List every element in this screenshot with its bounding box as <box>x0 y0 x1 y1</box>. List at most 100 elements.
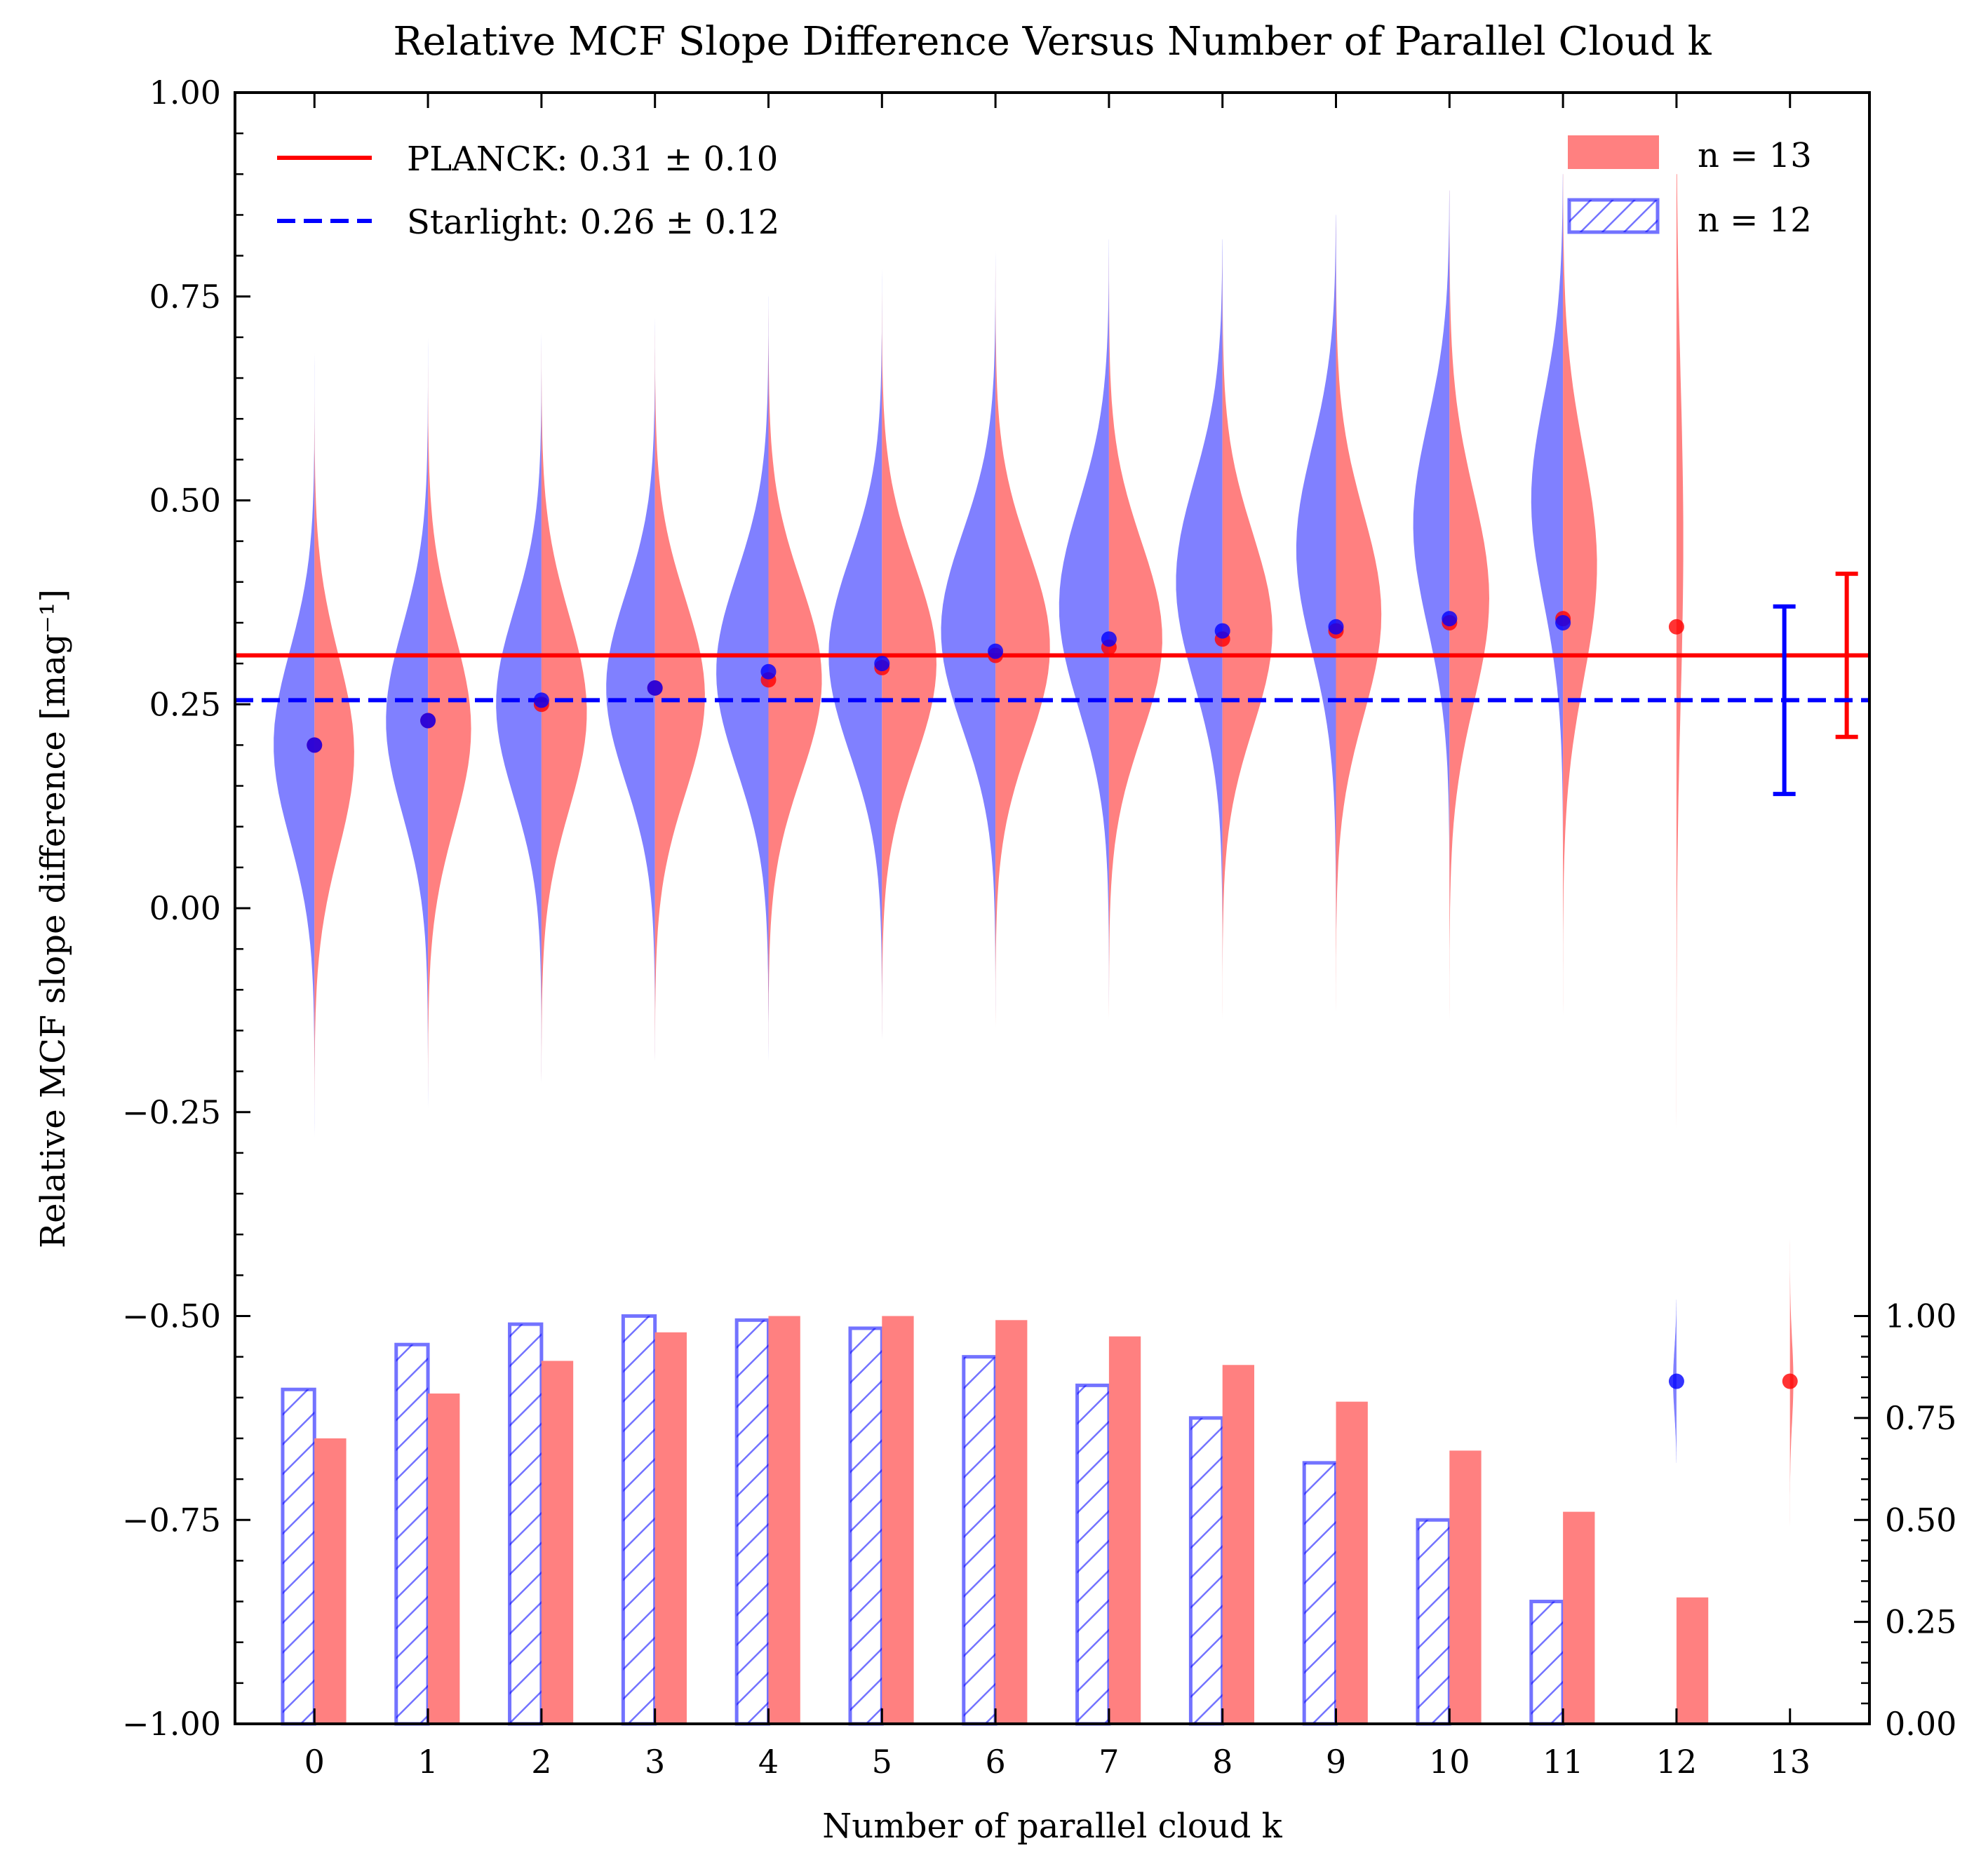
legend-n12-swatch <box>1567 198 1660 234</box>
hist-bar-n12-k10 <box>1416 1518 1451 1726</box>
x-tick-label: 5 <box>872 1743 892 1781</box>
y-tick-label: −0.50 <box>122 1297 221 1335</box>
hist-bar-n12-k3 <box>621 1314 657 1726</box>
y-tick-label: 1.00 <box>149 74 221 112</box>
violin-left-k1 <box>386 215 429 1194</box>
median-markers-layer <box>307 611 1798 1389</box>
violin-layer <box>274 174 1794 1642</box>
reference-lines-layer <box>235 572 1869 797</box>
median-marker-left-k4 <box>760 663 777 680</box>
median-marker-left-k3 <box>647 680 663 696</box>
violin-left-k4 <box>716 296 769 1072</box>
violin-left-k3 <box>606 296 655 1112</box>
legend-n13-swatch <box>1568 135 1659 169</box>
median-marker-left-k0 <box>307 737 323 753</box>
chart-title: Relative MCF Slope Difference Versus Num… <box>393 19 1712 65</box>
violin-right-k12 <box>1676 174 1684 1642</box>
hist-bar-n12-k6 <box>962 1355 998 1726</box>
x-tick-label: 8 <box>1212 1743 1233 1781</box>
x-tick-label: 3 <box>645 1743 665 1781</box>
hist-bar-n13-k5 <box>882 1316 914 1724</box>
y-tick-label: −0.75 <box>122 1501 221 1539</box>
violin-right-k11 <box>1563 174 1597 1316</box>
legend: PLANCK: 0.31 ± 0.10 Starlight: 0.26 ± 0.1… <box>277 135 1812 242</box>
legend-n13-label: n = 13 <box>1698 136 1812 175</box>
x-tick-label: 13 <box>1769 1743 1811 1781</box>
y-right-tick-label: 0.25 <box>1885 1603 1956 1641</box>
y-right-tick-label: 1.00 <box>1885 1297 1956 1335</box>
median-marker-left-k1 <box>420 713 436 729</box>
y-tick-label: −1.00 <box>122 1705 221 1743</box>
hist-bar-n13-k3 <box>654 1332 687 1724</box>
x-tick-label: 11 <box>1543 1743 1584 1781</box>
violin-right-k4 <box>768 296 822 1072</box>
hist-bar-n12-k8 <box>1188 1416 1225 1726</box>
violin-right-k1 <box>428 215 471 1194</box>
violin-left-k11 <box>1531 174 1564 1316</box>
median-marker-left-k2 <box>533 692 549 708</box>
legend-n12-label: n = 12 <box>1698 201 1812 240</box>
median-marker-left-k6 <box>988 643 1004 659</box>
violin-right-k5 <box>882 215 936 1072</box>
hist-bar-n12-k5 <box>848 1326 884 1726</box>
hist-bar-n13-k9 <box>1336 1401 1368 1724</box>
hist-bar-n12-k7 <box>1075 1383 1111 1726</box>
hist-bar-n13-k6 <box>995 1320 1028 1724</box>
violin-left-k10 <box>1413 190 1450 1316</box>
chart-title-main: Relative MCF Slope Difference Versus Num… <box>393 19 1712 65</box>
hist-bar-n13-k1 <box>428 1393 460 1724</box>
legend-planck-label: PLANCK: 0.31 ± 0.10 <box>407 140 778 179</box>
hist-bar-n13-k7 <box>1108 1336 1141 1724</box>
axes-layer: 1.00 0.75 0.50 0.25 0.00 −0.25 −0.50 −0.75 −1.00… <box>122 74 1956 1781</box>
hist-bar-n13-k4 <box>768 1316 800 1724</box>
violin-left-k8 <box>1176 239 1223 1316</box>
y-right-tick-label: 0.50 <box>1885 1501 1956 1539</box>
median-marker-left-k12 <box>1668 1373 1684 1389</box>
median-marker-left-k8 <box>1214 623 1230 639</box>
x-tick-label: 1 <box>417 1743 438 1781</box>
x-tick-label: 9 <box>1326 1743 1346 1781</box>
hist-bar-n12-k2 <box>508 1322 544 1726</box>
hist-bar-n13-k0 <box>314 1438 347 1724</box>
violin-left-k7 <box>1059 239 1109 1316</box>
median-marker-left-k11 <box>1555 614 1571 630</box>
y-right-tick-label: 0.75 <box>1885 1399 1956 1437</box>
hist-bar-n13-k10 <box>1449 1450 1482 1724</box>
hist-bar-n12-k9 <box>1302 1461 1338 1726</box>
violin-right-k6 <box>995 239 1050 1153</box>
median-marker-left-k7 <box>1101 631 1117 647</box>
median-marker-right-k13 <box>1782 1373 1798 1389</box>
x-axis-title: Number of parallel cloud k <box>822 1807 1282 1846</box>
median-marker-right-k12 <box>1668 619 1684 635</box>
x-tick-label: 2 <box>531 1743 551 1781</box>
x-tick-label: 12 <box>1656 1743 1698 1781</box>
hist-bar-n13-k11 <box>1563 1511 1595 1724</box>
violin-right-k7 <box>1108 239 1162 1316</box>
hist-bar-n12-k1 <box>394 1342 430 1726</box>
violin-left-k6 <box>941 239 996 1153</box>
median-marker-left-k5 <box>874 656 890 672</box>
violin-right-k2 <box>541 215 587 1153</box>
median-marker-left-k9 <box>1328 619 1344 635</box>
violin-right-k13 <box>1789 1152 1794 1642</box>
histogram-layer <box>281 1314 1709 1726</box>
x-tick-label: 10 <box>1429 1743 1470 1781</box>
y-axis-title: Relative MCF slope difference [mag⁻¹] <box>34 589 73 1248</box>
violin-right-k10 <box>1449 190 1489 1316</box>
hist-bar-n12-k4 <box>734 1318 770 1726</box>
y-tick-label: 0.50 <box>149 482 221 520</box>
y-tick-label: 0.25 <box>149 685 221 723</box>
violin-right-k0 <box>314 215 354 1316</box>
y-right-tick-label: 0.00 <box>1885 1705 1956 1743</box>
x-tick-label: 4 <box>758 1743 779 1781</box>
violin-left-k2 <box>496 215 542 1153</box>
violin-right-k3 <box>654 296 705 1112</box>
median-marker-left-k10 <box>1442 611 1458 627</box>
plot-frame <box>234 91 1871 1725</box>
hist-bar-n13-k12 <box>1676 1597 1709 1724</box>
violin-left-k0 <box>274 215 315 1316</box>
hist-bar-n12-k0 <box>281 1387 316 1726</box>
violin-right-k9 <box>1336 215 1382 1316</box>
violin-left-k9 <box>1296 215 1336 1316</box>
